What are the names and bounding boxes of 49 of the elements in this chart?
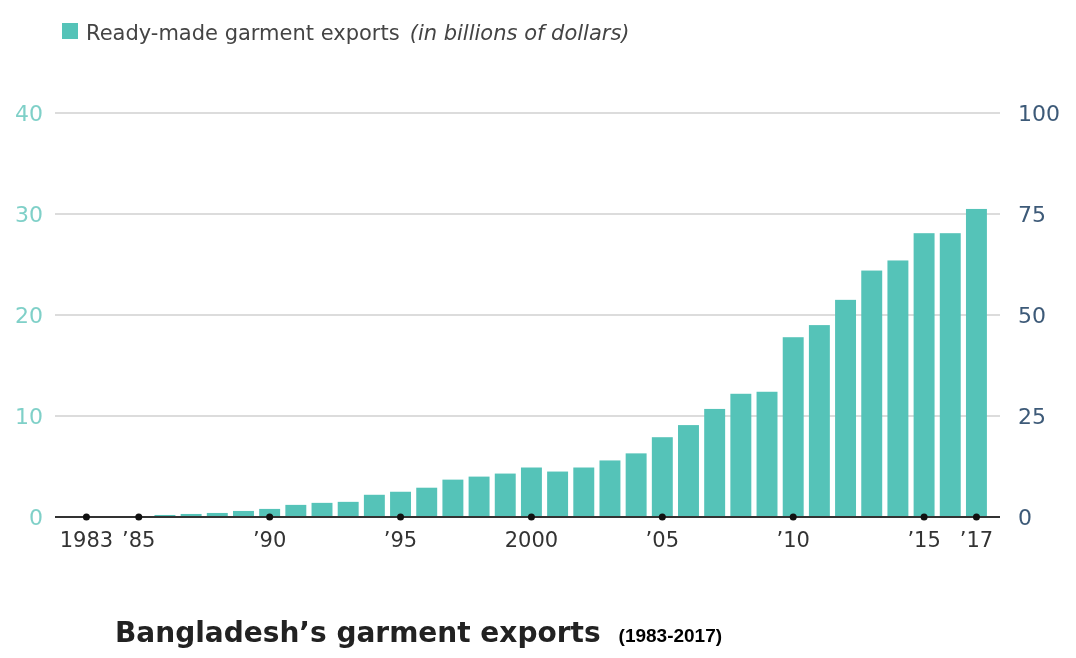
bar [704,408,726,517]
bar [808,325,830,517]
bar [965,208,987,517]
x-tick-label: 2000 [504,528,559,552]
bar [547,471,569,517]
legend-label: Ready-made garment exports [86,21,400,45]
x-tick-label: 1983 [59,528,114,552]
y2-tick-label: 0 [1018,504,1032,530]
y-tick-label: 30 [15,201,43,227]
bar [285,504,307,517]
bar [520,467,542,517]
y2-tick-label: 100 [1018,100,1060,126]
y2-tick-label: 75 [1018,201,1046,227]
y-axis-title: (in billions of dollars) [409,21,630,45]
bar [939,233,961,517]
bar [730,393,752,517]
bar [573,467,595,517]
y-tick-label: 20 [15,302,43,328]
x-tick-label: ’10 [776,528,810,552]
y-tick-label: 0 [29,504,43,530]
bar [390,491,412,517]
bar [625,453,647,517]
y-tick-label: 10 [15,403,43,429]
bar [494,473,516,517]
bar [651,437,673,517]
bar [416,487,438,517]
bar [442,479,464,517]
bar [861,270,883,517]
bar [599,460,621,517]
bar [363,494,385,517]
bar [337,501,359,517]
bar [678,425,699,517]
x-tick-label: ’15 [907,528,941,552]
x-tick-label: ’17 [959,528,994,552]
y2-tick-label: 50 [1018,302,1046,328]
bar [782,337,804,517]
y2-tick-label: 25 [1018,403,1046,429]
text: Bangladesh’s garment exports [115,616,601,649]
y-tick-label: 40 [15,100,43,126]
bar [468,476,490,517]
x-tick-label: ’05 [645,528,680,552]
bar [835,299,857,517]
x-tick-label: ’85 [122,528,156,552]
bar [756,391,778,517]
bar [887,260,909,517]
x-tick-label: ’95 [383,528,418,552]
text: (1983-2017) [618,625,723,646]
x-tick-label: ’90 [252,528,287,552]
bar [913,233,935,517]
